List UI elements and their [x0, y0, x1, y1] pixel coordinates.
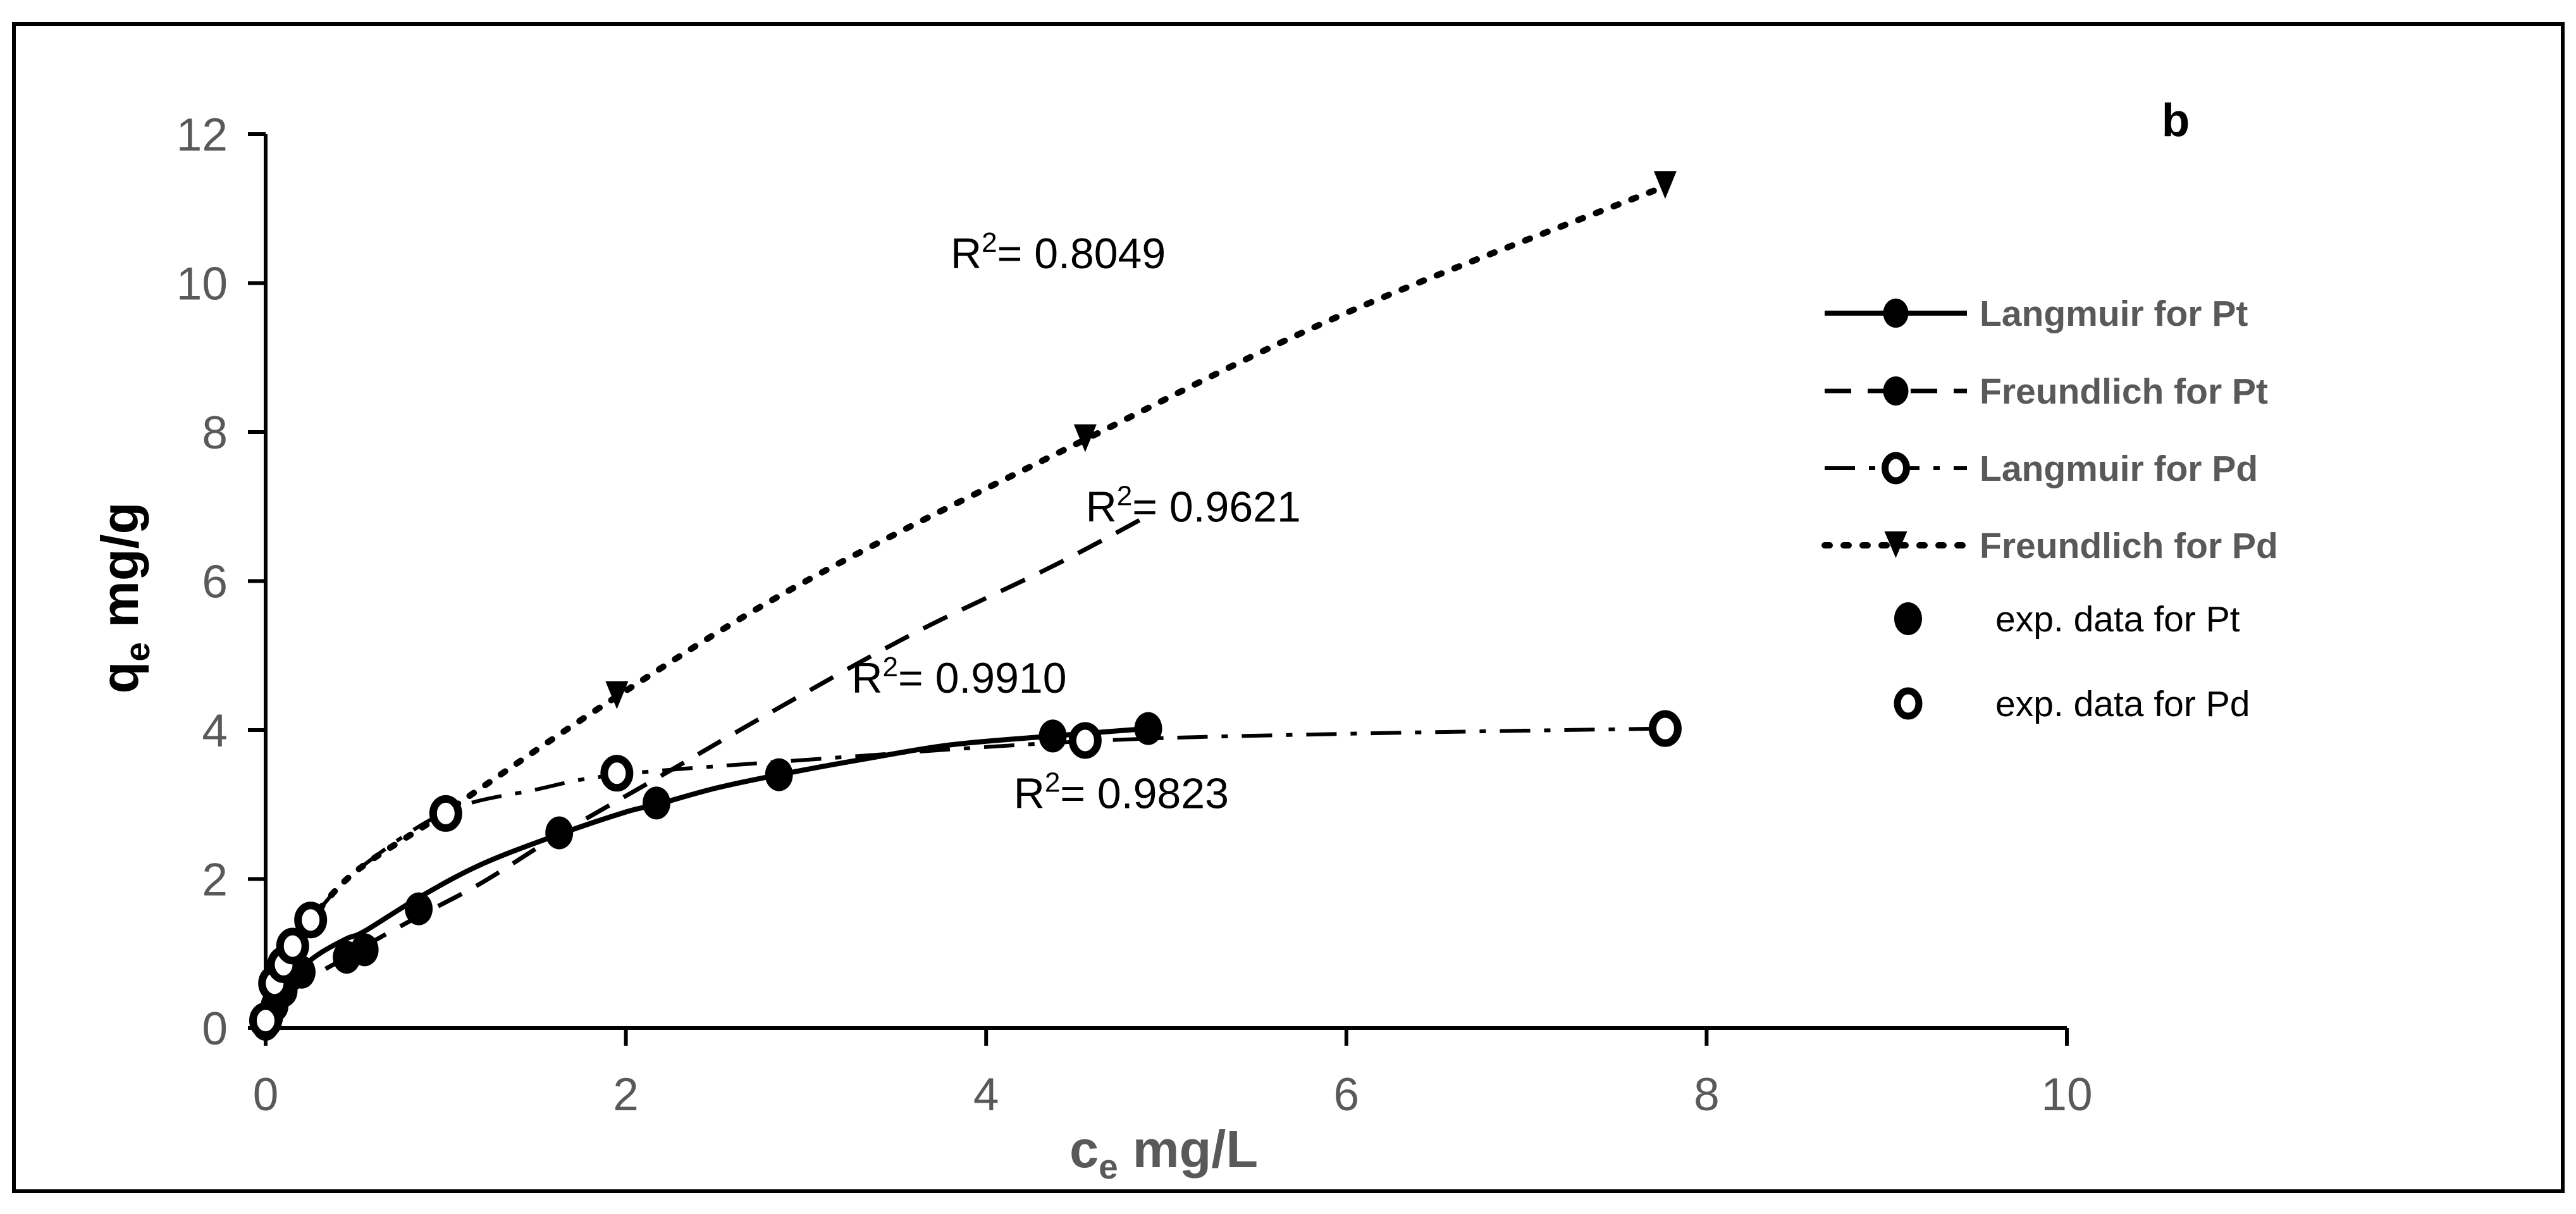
r-squared-label-value: = 0.9621 [1132, 483, 1301, 531]
x-tick-label: 2 [613, 1069, 639, 1120]
legend: Langmuir for Pt Freundlich for Pt Langmuir… [1821, 294, 2278, 724]
point-exp-data-for-pt [545, 816, 574, 850]
y-axis-title-sub: e [118, 642, 157, 662]
r-squared-label: R2= 0.9823 [1014, 767, 1229, 818]
marker-freundlich-for-pd [1073, 424, 1097, 452]
marker-freundlich-for-pd [1653, 171, 1677, 199]
point-exp-data-for-pt [405, 892, 433, 926]
point-exp-data-for-pt [643, 786, 671, 820]
legend-label-freundlich-for-pt: Freundlich for Pt [1980, 371, 2268, 412]
y-tick-label: 2 [202, 855, 228, 906]
axes: 0 2 4 6 8 10 0 2 4 6 8 10 12 [176, 109, 2093, 1120]
point-exp-data-for-pt [1038, 719, 1067, 753]
point-exp-data-for-pd [1648, 710, 1682, 747]
point-exp-data-for-pt [1134, 712, 1162, 745]
point-exp-data-for-pd [600, 755, 634, 792]
r-squared-label-r: R [851, 654, 882, 702]
legend-label-exp-data-for-pt: exp. data for Pt [1995, 599, 2240, 640]
y-tick-label: 4 [202, 705, 228, 757]
y-tick-label: 6 [202, 557, 228, 608]
legend-label-freundlich-for-pd: Freundlich for Pd [1980, 526, 2278, 566]
r-squared-label: R2= 0.9621 [1086, 480, 1301, 531]
point-exp-data-for-pt [765, 758, 793, 791]
x-tick-label: 0 [253, 1069, 279, 1120]
x-tick-label: 10 [2041, 1069, 2092, 1120]
legend-label-exp-data-for-pd: exp. data for Pd [1995, 684, 2250, 724]
y-tick-label: 0 [202, 1003, 228, 1055]
y-tick-label: 10 [176, 259, 228, 310]
x-axis-title-unit: mg/L [1118, 1120, 1258, 1179]
r-squared-label: R2= 0.9910 [851, 652, 1066, 702]
marker-freundlich-for-pd [605, 681, 629, 710]
x-axis-title-sub: e [1099, 1147, 1118, 1186]
r-squared-label-sup: 2 [882, 652, 897, 683]
legend-marker-freundlich-for-pt [1883, 376, 1909, 406]
legend-label-langmuir-for-pt: Langmuir for Pt [1980, 294, 2248, 334]
legend-marker-langmuir-for-pd [1882, 452, 1910, 485]
y-axis-title-main: q [90, 662, 149, 694]
r-squared-label-value: = 0.8049 [997, 230, 1166, 278]
point-exp-data-for-pd [1068, 722, 1102, 759]
r-squared-label-r: R [951, 230, 982, 278]
legend-marker-langmuir-for-pt [1883, 299, 1909, 328]
point-exp-data-for-pt [350, 933, 379, 967]
point-exp-data-for-pd [276, 927, 309, 965]
r-squared-label: R2= 0.8049 [951, 227, 1166, 278]
y-axis-title: qe mg/g [90, 502, 157, 694]
y-tick-label: 8 [202, 407, 228, 459]
point-exp-data-for-pd [294, 901, 328, 939]
r-squared-label-r: R [1086, 483, 1117, 531]
r-squared-label-sup: 2 [1117, 480, 1132, 511]
point-exp-data-for-pd [429, 795, 462, 832]
r-squared-label-value: = 0.9823 [1060, 770, 1229, 818]
r-squared-label-r: R [1014, 770, 1045, 818]
r-squared-label-value: = 0.9910 [898, 654, 1067, 702]
x-axis-title-main: c [1069, 1120, 1099, 1179]
r-squared-label-sup: 2 [1045, 767, 1060, 798]
x-axis-title: ce mg/L [1069, 1120, 1258, 1186]
x-tick-label: 8 [1694, 1069, 1720, 1120]
series-markers [249, 171, 1682, 1041]
legend-marker-freundlich-for-pd [1884, 531, 1907, 558]
chart-frame [12, 22, 2565, 1193]
panel-label: b [2162, 95, 2190, 146]
legend-marker-exp-data-for-pd [1894, 687, 1923, 720]
y-axis-title-unit: mg/g [90, 502, 149, 642]
x-tick-label: 4 [973, 1069, 999, 1120]
y-tick-label: 12 [176, 109, 228, 161]
legend-label-langmuir-for-pd: Langmuir for Pd [1980, 449, 2258, 489]
line-freundlich-for-pt [263, 513, 1150, 1029]
r-squared-label-sup: 2 [982, 227, 997, 258]
x-tick-label: 6 [1333, 1069, 1359, 1120]
point-exp-data-for-pd [249, 1002, 282, 1039]
legend-marker-exp-data-for-pt [1894, 602, 1922, 635]
